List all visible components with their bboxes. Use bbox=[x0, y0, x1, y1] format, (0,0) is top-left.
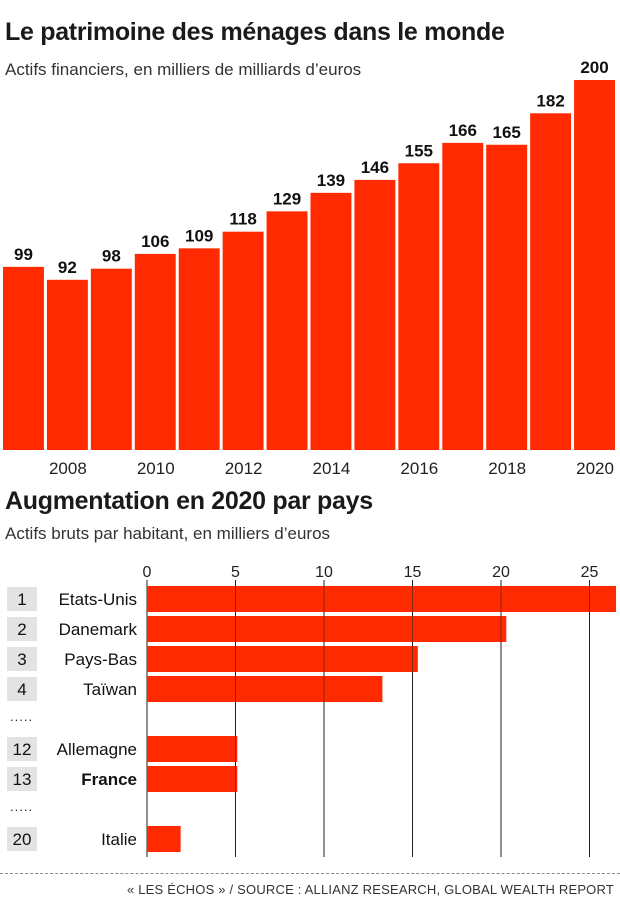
rank-label-1: 1 bbox=[17, 590, 26, 609]
x-tick-label-2016: 2016 bbox=[400, 459, 438, 478]
x-tick-label-2020: 2020 bbox=[576, 459, 614, 478]
x-tick-label-5: 5 bbox=[231, 564, 240, 581]
rank-label-4: 4 bbox=[17, 680, 26, 699]
bar-2007 bbox=[3, 266, 44, 450]
bar-2016 bbox=[398, 163, 440, 450]
data-label-2016: 155 bbox=[405, 141, 433, 160]
bar-danemark bbox=[147, 616, 507, 642]
rank-label-3: 3 bbox=[17, 650, 26, 669]
chart-title: Le patrimoine des ménages dans le monde bbox=[5, 18, 505, 46]
rank-badge bbox=[7, 647, 37, 671]
bar-2013 bbox=[266, 211, 308, 450]
footer-divider bbox=[0, 873, 620, 874]
data-label-2010: 106 bbox=[141, 232, 169, 251]
country-label: Taïwan bbox=[83, 680, 137, 699]
data-label-2011: 109 bbox=[185, 226, 213, 245]
rank-label-13: 13 bbox=[13, 770, 32, 789]
bar-2018 bbox=[486, 144, 528, 450]
bar-2012 bbox=[222, 231, 264, 450]
column-chart: 99 92 98 106 109 118 129 139 146 155 166 165 182 200 2… bbox=[3, 58, 615, 478]
country-label: Danemark bbox=[59, 620, 138, 639]
chart-title-2: Augmentation en 2020 par pays bbox=[5, 487, 373, 515]
x-tick-label-2010: 2010 bbox=[137, 459, 175, 478]
ellipsis-separator: ..... bbox=[10, 709, 33, 724]
x-tick-label-2018: 2018 bbox=[488, 459, 526, 478]
bar-2014 bbox=[310, 192, 352, 450]
x-tick-label-0: 0 bbox=[143, 564, 152, 581]
country-label: Pays-Bas bbox=[64, 650, 137, 669]
rank-badge bbox=[7, 617, 37, 641]
x-tick-label-20: 20 bbox=[492, 564, 510, 581]
bar-2019 bbox=[530, 113, 572, 451]
rank-badge bbox=[7, 737, 37, 761]
bar-france bbox=[147, 766, 238, 792]
x-tick-label-25: 25 bbox=[581, 564, 599, 581]
country-label: Allemagne bbox=[57, 740, 137, 759]
rank-badge bbox=[7, 677, 37, 701]
x-tick-label-2012: 2012 bbox=[225, 459, 263, 478]
bar-2020 bbox=[574, 80, 615, 450]
rank-badge bbox=[7, 587, 37, 611]
ellipsis-separator: ..... bbox=[10, 799, 33, 814]
x-tick-label-10: 10 bbox=[315, 564, 333, 581]
data-label-2007: 99 bbox=[14, 245, 33, 264]
data-label-2012: 118 bbox=[229, 210, 256, 229]
rank-label-20: 20 bbox=[13, 830, 32, 849]
x-tick-label-15: 15 bbox=[404, 564, 422, 581]
rank-badge bbox=[7, 767, 37, 791]
country-label: France bbox=[81, 770, 137, 789]
chart-subtitle: Actifs financiers, en milliers de millia… bbox=[5, 60, 362, 79]
data-label-2018: 165 bbox=[492, 123, 520, 142]
data-label-2020: 200 bbox=[580, 58, 608, 77]
data-label-2017: 166 bbox=[449, 121, 477, 140]
bar-2015 bbox=[354, 179, 396, 450]
source-footer: « LES ÉCHOS » / SOURCE : ALLIANZ RESEARC… bbox=[127, 882, 614, 897]
country-label: Italie bbox=[101, 830, 137, 849]
data-label-2008: 92 bbox=[58, 258, 77, 277]
chart-subtitle-2: Actifs bruts par habitant, en milliers d… bbox=[5, 524, 331, 543]
rank-label-12: 12 bbox=[13, 740, 32, 759]
bar-italie bbox=[147, 826, 181, 852]
bar-etats-unis bbox=[147, 586, 617, 612]
data-label-2013: 129 bbox=[273, 189, 301, 208]
bar-2009 bbox=[90, 268, 132, 450]
x-tick-label-2014: 2014 bbox=[313, 459, 351, 478]
rank-label-2: 2 bbox=[17, 620, 26, 639]
rank-badge bbox=[7, 827, 37, 851]
data-label-2015: 146 bbox=[361, 158, 389, 177]
data-label-2009: 98 bbox=[102, 247, 121, 266]
bar-allemagne bbox=[147, 736, 238, 762]
bar-2008 bbox=[46, 279, 88, 450]
data-label-2019: 182 bbox=[536, 91, 564, 110]
bar-2010 bbox=[134, 253, 176, 450]
bar-2017 bbox=[442, 142, 484, 450]
x-tick-label-2008: 2008 bbox=[49, 459, 87, 478]
bar-taïwan bbox=[147, 676, 383, 702]
country-label: Etats-Unis bbox=[59, 590, 137, 609]
bar-pays-bas bbox=[147, 646, 418, 672]
bar-2011 bbox=[178, 248, 220, 450]
data-label-2014: 139 bbox=[317, 171, 345, 190]
